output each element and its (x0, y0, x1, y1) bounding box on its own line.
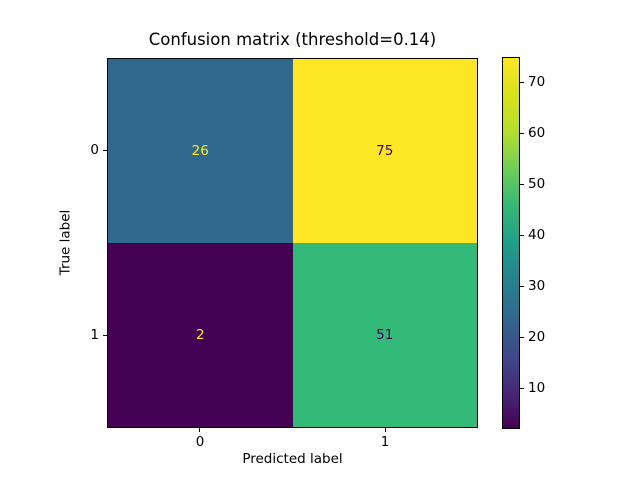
colorbar-tick-label-40: 40 (528, 227, 546, 243)
colorbar-tick-mark (520, 235, 524, 236)
colorbar-tick-mark (520, 82, 524, 83)
colorbar-tick-label-10: 10 (528, 380, 546, 396)
colorbar-tick-mark (520, 337, 524, 338)
chart-title: Confusion matrix (threshold=0.14) (148, 30, 437, 49)
colorbar-tick-mark (520, 286, 524, 287)
x-tick-mark (385, 428, 386, 432)
y-tick-label-0: 0 (90, 142, 99, 158)
heatmap-axes: 26 75 2 51 (107, 58, 478, 428)
colorbar-tick-label-20: 20 (528, 329, 546, 345)
cell-value: 26 (191, 143, 209, 159)
matrix-cell-true1-pred0: 2 (108, 243, 293, 427)
colorbar-tick-mark (520, 184, 524, 185)
matrix-cell-true0-pred0: 26 (108, 59, 293, 243)
cell-value: 51 (376, 327, 394, 343)
y-tick-mark (103, 335, 107, 336)
y-tick-mark (103, 150, 107, 151)
colorbar-tick-mark (520, 133, 524, 134)
x-tick-label-1: 1 (380, 434, 390, 450)
x-tick-label-0: 0 (195, 434, 205, 450)
cell-value: 75 (376, 143, 394, 159)
colorbar-tick-mark (520, 388, 524, 389)
cell-value: 2 (195, 327, 205, 343)
colorbar-tick-label-50: 50 (528, 176, 546, 192)
matrix-cell-true0-pred1: 75 (292, 59, 477, 243)
colorbar-gradient (502, 57, 520, 429)
x-axis-label: Predicted label (242, 451, 343, 467)
y-tick-label-1: 1 (90, 327, 99, 343)
colorbar-tick-label-60: 60 (528, 125, 546, 141)
matrix-cell-true1-pred1: 51 (292, 243, 477, 427)
colorbar-tick-label-30: 30 (528, 278, 546, 294)
x-tick-mark (199, 428, 200, 432)
colorbar-tick-label-70: 70 (528, 74, 546, 90)
y-axis-label: True label (57, 209, 74, 276)
